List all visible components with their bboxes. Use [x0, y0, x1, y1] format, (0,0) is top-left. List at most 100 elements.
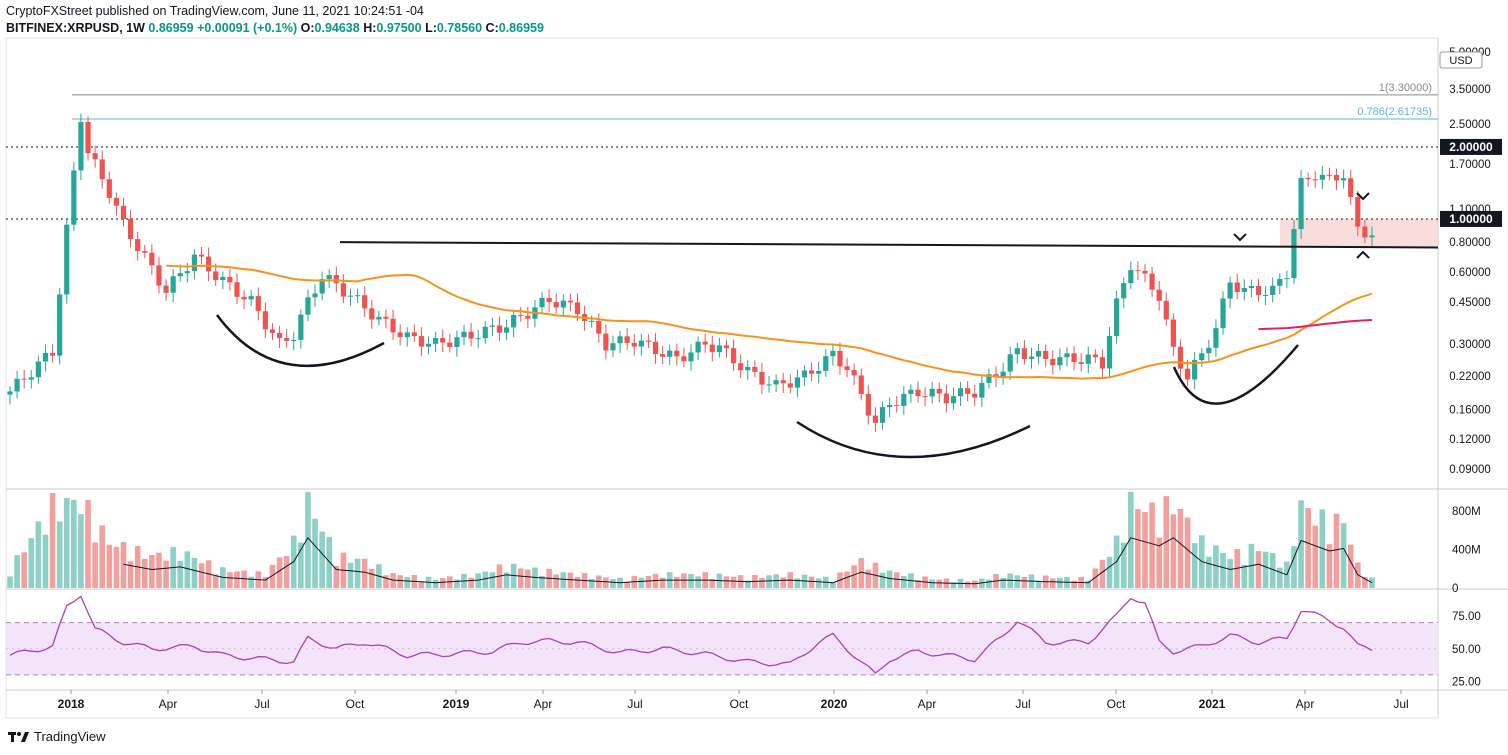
- candle-body: [922, 396, 928, 398]
- volume-bar: [198, 563, 205, 588]
- candle-body: [35, 361, 41, 378]
- volume-bar: [42, 534, 49, 588]
- tradingview-footer[interactable]: TradingView: [8, 729, 106, 744]
- ma200-line: [1258, 319, 1373, 331]
- volume-bar: [1206, 556, 1212, 588]
- candle-body: [851, 369, 857, 376]
- volume-bar: [503, 572, 510, 588]
- volume-bar: [1120, 542, 1127, 588]
- volume-bar: [397, 575, 403, 588]
- candle-body: [127, 218, 134, 240]
- time-tick-label: Jul: [254, 697, 269, 711]
- price-tick-label: 0.16000: [1449, 404, 1491, 416]
- rsi-tick-label: 25.00: [1452, 676, 1481, 688]
- right-shoulder-arc: [1172, 344, 1299, 405]
- candle-body: [1184, 368, 1191, 380]
- volume-bar: [936, 579, 943, 588]
- volume-bar: [234, 571, 240, 588]
- time-tick-label: Oct: [346, 697, 365, 711]
- volume-bar: [1369, 577, 1375, 588]
- candle-body: [170, 276, 176, 293]
- fib-level-label: 0.786(2.61735): [1357, 106, 1432, 118]
- candle-body: [447, 342, 453, 347]
- time-tick-label: 2020: [821, 697, 848, 711]
- volume-bar: [560, 572, 567, 588]
- time-tick-label: 2021: [1199, 697, 1226, 711]
- candle-body: [865, 393, 871, 416]
- time-tick-label: Jul: [1015, 697, 1030, 711]
- candle-body: [759, 371, 765, 385]
- candle-body: [986, 374, 992, 383]
- volume-bar: [730, 576, 737, 588]
- volume-bar: [794, 578, 801, 588]
- price-tick-label: 0.60000: [1449, 267, 1491, 279]
- neckline: [339, 241, 1439, 249]
- candle-body: [454, 337, 460, 347]
- candle-body: [816, 370, 822, 374]
- volume-bar: [893, 572, 900, 588]
- candle-body: [553, 302, 559, 308]
- candle-body: [305, 297, 311, 315]
- volume-bar: [886, 570, 893, 588]
- volume-bar: [1262, 551, 1269, 588]
- volume-bar: [248, 576, 254, 588]
- candle-body: [915, 389, 921, 397]
- candle-body: [120, 205, 127, 219]
- candle-body: [745, 366, 751, 371]
- volume-bar: [808, 576, 815, 588]
- volume-bar: [815, 578, 822, 588]
- candle-body: [206, 256, 212, 272]
- candle-body: [135, 239, 141, 252]
- candle-body: [908, 389, 914, 394]
- candle-body: [667, 350, 673, 357]
- volume-bar: [7, 576, 13, 588]
- volume-bar: [638, 577, 645, 588]
- candle-body: [638, 340, 644, 347]
- candle-body: [1326, 174, 1333, 176]
- time-tick-label: Jul: [627, 697, 642, 711]
- candle-body: [808, 370, 815, 374]
- volume-bar: [475, 573, 481, 588]
- volume-bar: [99, 525, 106, 588]
- candle-body: [411, 332, 417, 337]
- open-label: O:: [300, 21, 315, 35]
- volume-bar: [141, 558, 148, 588]
- brand-name: TradingView: [34, 729, 106, 744]
- candle-body: [610, 343, 616, 351]
- candle-body: [1043, 350, 1049, 359]
- candle-body: [1135, 270, 1141, 272]
- volume-bar: [21, 552, 27, 588]
- volume-bar: [1085, 580, 1092, 588]
- time-tick-label: 2018: [58, 697, 85, 711]
- volume-bar: [1177, 508, 1184, 588]
- volume-bar: [177, 560, 184, 588]
- candle-body: [901, 393, 907, 406]
- volume-bar: [1021, 576, 1028, 588]
- symbol-line: BITFINEX:XRPUSD, 1W 0.86959 +0.00091 (+0…: [6, 21, 544, 36]
- candle-body: [603, 333, 609, 351]
- currency-label: USD: [1449, 55, 1472, 67]
- volume-bar: [1057, 577, 1063, 588]
- candle-body: [248, 296, 254, 300]
- volume-bar: [482, 571, 489, 588]
- volume-bar: [432, 579, 439, 588]
- candle-body: [546, 298, 552, 303]
- volume-bar: [333, 566, 340, 588]
- candle-body: [574, 302, 581, 315]
- candle-body: [191, 254, 198, 272]
- volume-bar: [844, 571, 850, 588]
- volume-bar: [383, 575, 389, 588]
- candle-body: [1071, 353, 1077, 363]
- low-value: 0.78560: [436, 21, 483, 35]
- volume-bar: [1347, 544, 1354, 588]
- candle-body: [64, 224, 70, 295]
- candle-body: [1149, 273, 1155, 290]
- candle-body: [404, 332, 410, 338]
- volume-bar: [1213, 545, 1219, 588]
- tradingview-logo-icon: [8, 731, 29, 742]
- volume-bar: [113, 546, 120, 588]
- volume-bar: [312, 518, 318, 588]
- volume-bar: [404, 577, 411, 588]
- candle-body: [42, 353, 49, 362]
